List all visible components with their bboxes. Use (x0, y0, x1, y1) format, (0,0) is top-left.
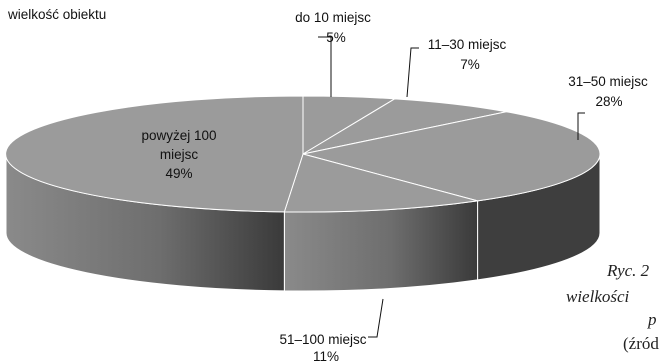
slice-label-name-line2: miejsc (160, 147, 199, 162)
leader-line (406, 47, 419, 98)
figure-caption: Ryc. 2 (606, 261, 650, 280)
leader-line (577, 112, 585, 140)
chart-title: wielkość obiektu (7, 7, 106, 22)
slice-label-value: 7% (460, 57, 480, 72)
pie-slice (5, 95, 304, 213)
slice-label-value: 11% (313, 349, 339, 362)
pie-slice (302, 111, 601, 202)
slice-label-name: 51–100 miejsc (279, 332, 366, 347)
pie-slice (302, 98, 507, 155)
pie-body (5, 95, 601, 292)
leader-line (318, 36, 332, 97)
figure-caption: wielkości (566, 287, 630, 306)
slice-label-value: 28% (595, 94, 622, 109)
slice-label-value: 49% (165, 166, 192, 181)
slice-label-name: 31–50 miejsc (568, 74, 648, 89)
slice-label-name: 11–30 miejsc (428, 37, 507, 52)
figure-caption: (źród (623, 334, 659, 353)
slice-label-name: do 10 miejsc (295, 10, 371, 25)
pie-slice-side (283, 200, 479, 292)
leader-line (368, 298, 384, 338)
figure-caption: p (647, 310, 657, 329)
slice-label-name: powyżej 100 (141, 128, 216, 143)
pie-slice (283, 153, 478, 213)
